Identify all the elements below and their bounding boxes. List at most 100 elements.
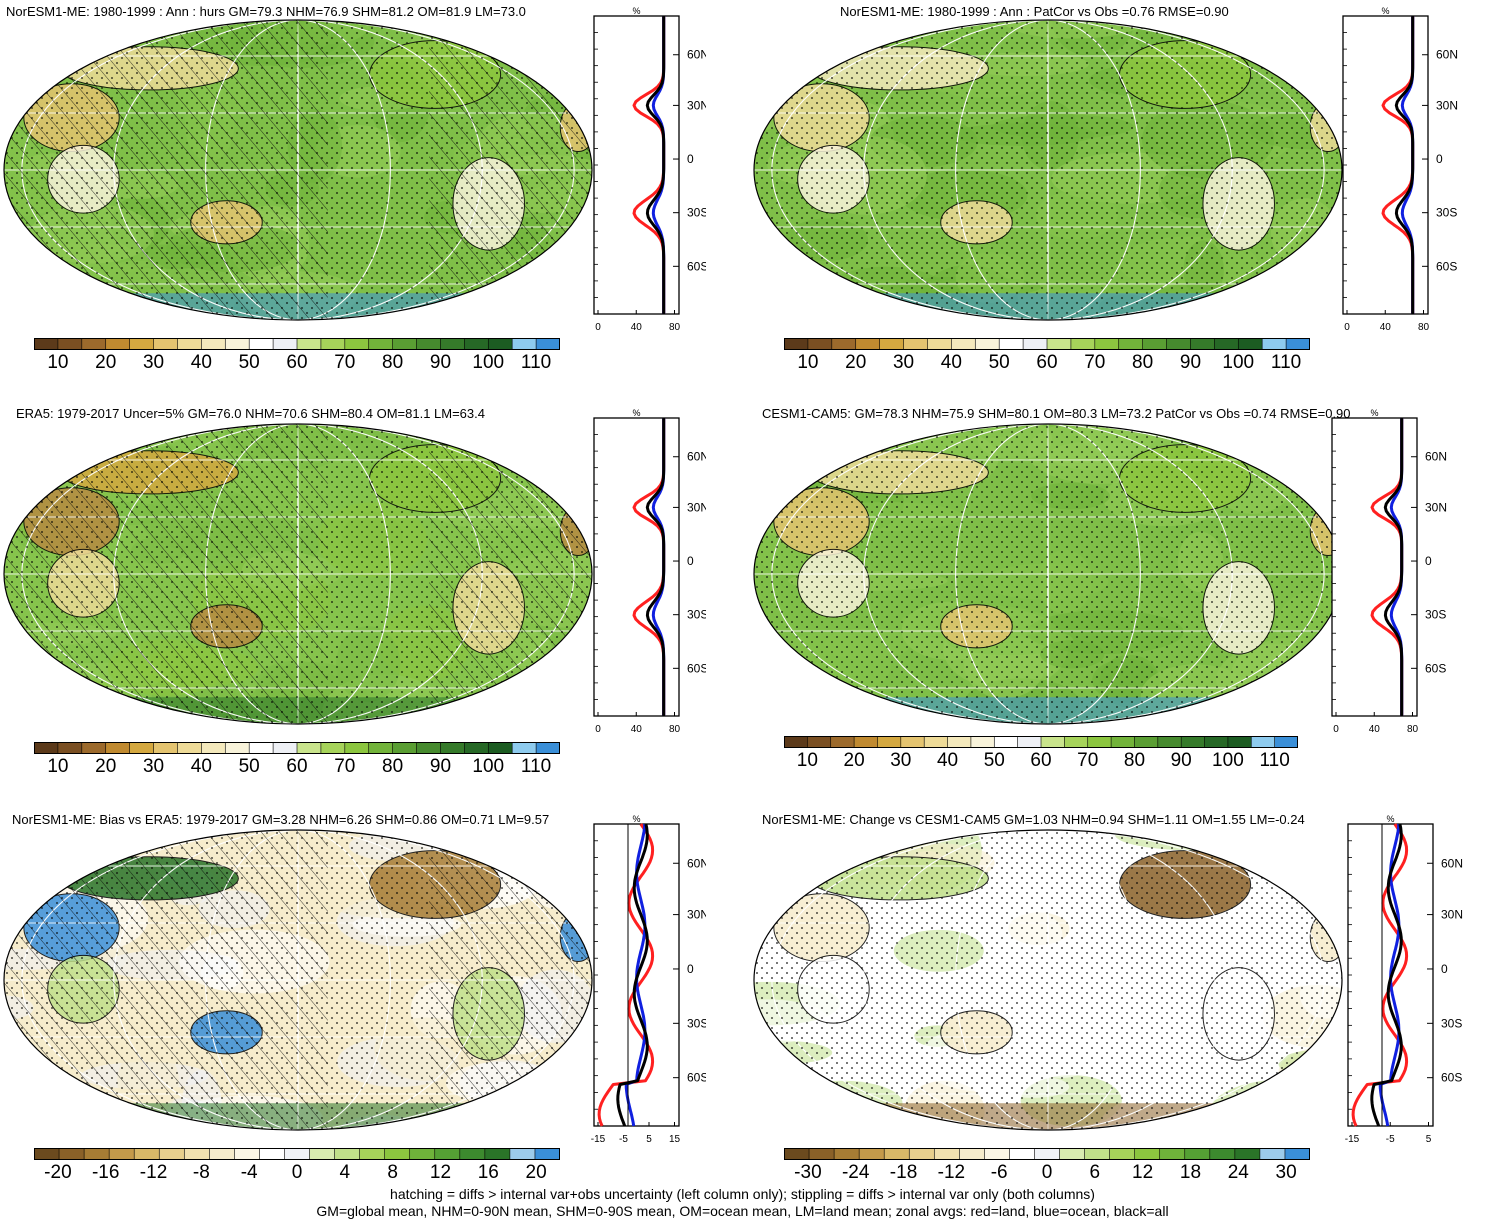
colorbar-swatch (108, 1148, 135, 1160)
map-field (754, 830, 1342, 1130)
colorbar-swatch (459, 1148, 486, 1160)
zonal-x-tick-label: 5 (646, 1134, 652, 1145)
colorbar-swatch (1134, 736, 1159, 748)
zonal-lat-label: 0 (687, 962, 694, 976)
colorbar-swatch (1087, 736, 1112, 748)
colorbar-swatch (296, 338, 322, 350)
colorbar-swatch (534, 1148, 560, 1160)
colorbar-swatch (57, 742, 83, 754)
colorbar-swatch (1134, 1148, 1161, 1160)
colorbar-swatch (133, 1148, 161, 1160)
colorbar-swatch (833, 1148, 860, 1160)
colorbar-tick-label: 0 (1041, 1162, 1053, 1183)
colorbar-swatch (34, 338, 59, 350)
colorbar-tick-label: 90 (429, 756, 452, 777)
colorbar-swatch (903, 338, 929, 350)
colorbar-swatch (831, 338, 857, 350)
map-field (754, 424, 1342, 724)
zonal-lat-label: 30N (687, 98, 706, 112)
colorbar-swatch (933, 1148, 961, 1160)
zonal-lat-label: 60S (687, 661, 706, 675)
colorbar-tick-label: 110 (520, 352, 552, 373)
colorbar-swatch (1166, 338, 1192, 350)
colorbar-swatch (927, 338, 953, 350)
colorbar-tick-label: 80 (1132, 352, 1154, 373)
colorbar-swatch (153, 742, 179, 754)
zonal-lat-label: 30S (1441, 1016, 1462, 1030)
colorbar-swatch (535, 742, 560, 754)
colorbar-swatch (1284, 1148, 1310, 1160)
colorbar-swatch (201, 742, 227, 754)
zonal-x-tick-label: 80 (669, 322, 681, 333)
panel-title: NorESM1-ME: Bias vs ERA5: 1979-2017 GM=3… (12, 812, 550, 827)
zonal-x-tick-label: -15 (1345, 1134, 1360, 1145)
zonal-lat-label: 30N (687, 500, 706, 514)
colorbar-swatch (1017, 736, 1042, 748)
colorbar-swatch (1142, 338, 1168, 350)
colorbar (784, 338, 1310, 350)
colorbar-swatch (951, 338, 977, 350)
map (753, 829, 1343, 1131)
colorbar-tick-label: -18 (889, 1162, 918, 1183)
colorbar-tick-label: 40 (190, 352, 212, 373)
colorbar-tick-label: -30 (794, 1162, 822, 1183)
colorbar-tick-label: 100 (1212, 750, 1244, 771)
colorbar-tick-label: 50 (238, 352, 260, 373)
caption-line-1: hatching = diffs > internal var+obs unce… (390, 1186, 1095, 1202)
zonal-lat-label: 0 (687, 152, 694, 166)
colorbar-swatch (201, 338, 227, 350)
colorbar-swatch (784, 338, 809, 350)
colorbar-tick-label: 10 (796, 750, 818, 771)
colorbar-swatch (320, 742, 346, 754)
colorbar-tick-label: 20 (845, 352, 867, 373)
colorbar-tick-label: -20 (44, 1162, 72, 1183)
colorbar-swatch (1034, 1148, 1061, 1160)
colorbar-swatch (296, 742, 322, 754)
zonal-x-tick-label: 40 (1369, 724, 1381, 735)
colorbar-tick-label: 70 (1084, 352, 1106, 373)
colorbar (34, 1148, 560, 1160)
zonal-mean-plot: % 60N 30N 0 30S 60S 0 40 80 (1331, 408, 1447, 735)
colorbar-swatch (1234, 1148, 1261, 1160)
colorbar-tick-label: 4 (339, 1162, 351, 1183)
colorbar-swatch (784, 736, 809, 748)
colorbar-tick-label: -24 (841, 1162, 870, 1183)
colorbar-tick-label: 100 (1222, 352, 1255, 373)
zonal-lat-label: 30S (687, 1016, 706, 1030)
zonal-lat-label: 30S (687, 608, 706, 622)
colorbar-swatch (272, 338, 298, 350)
colorbar-tick-label: 30 (1275, 1162, 1297, 1183)
colorbar-swatch (1070, 338, 1096, 350)
colorbar-swatch (974, 338, 1000, 350)
colorbar-swatch (1214, 338, 1240, 350)
zonal-land-line (1351, 823, 1409, 1127)
colorbar-swatch (153, 338, 179, 350)
zonal-lat-label: 30N (1441, 908, 1463, 922)
colorbar-swatch (272, 742, 298, 754)
colorbar-swatch (1094, 338, 1120, 350)
zonal-x-tick-label: 15 (669, 1134, 681, 1145)
colorbar-labels: 10 20 30 40 50 60 70 80 90 100 110 (34, 756, 560, 780)
colorbar-swatch (344, 338, 370, 350)
colorbar-tick-label: 40 (190, 756, 212, 777)
colorbar-swatch (784, 1148, 810, 1160)
map (3, 19, 593, 321)
colorbar-tick-label: 12 (1132, 1162, 1154, 1183)
zonal-unit-label: % (1386, 814, 1394, 824)
colorbar-tick-label: 16 (477, 1162, 499, 1183)
colorbar-swatch (81, 742, 107, 754)
colorbar-tick-label: 60 (286, 352, 308, 373)
colorbar (784, 1148, 1310, 1160)
colorbar-swatch (1250, 736, 1276, 748)
colorbar-tick-label: 60 (286, 756, 308, 777)
colorbar-tick-label: 90 (429, 352, 452, 373)
colorbar-labels: 10 20 30 40 50 60 70 80 90 100 110 (34, 352, 560, 376)
colorbar-swatch (1209, 1148, 1236, 1160)
colorbar-swatch (34, 1148, 60, 1160)
zonal-all-line (1370, 823, 1403, 1127)
map-field (754, 20, 1342, 320)
colorbar-swatch (409, 1148, 436, 1160)
zonal-mean-plot: % 60N 30N 0 30S 60S 0 40 80 (593, 6, 706, 333)
zonal-plot-frame (593, 417, 680, 717)
colorbar-labels: -30 -24 -18 -12 -6 0 6 12 18 24 30 (784, 1162, 1310, 1186)
